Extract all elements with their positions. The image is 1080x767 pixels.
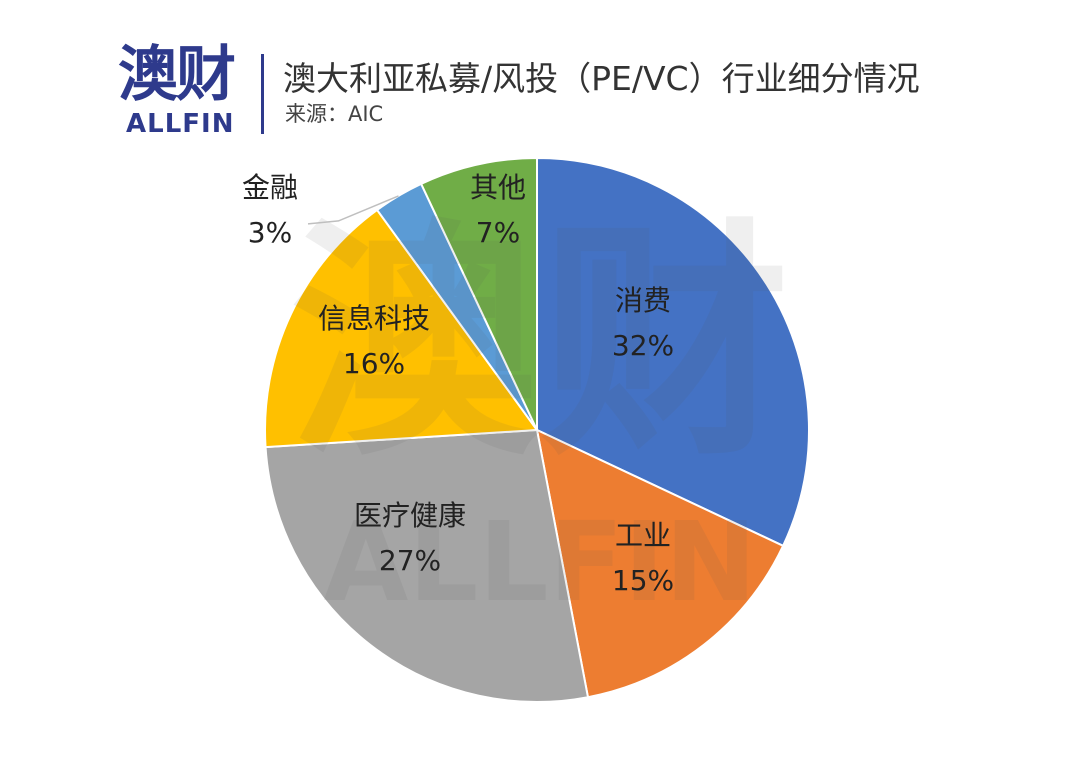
slice-value-label: 7% bbox=[476, 216, 520, 249]
slice-category-label: 医疗健康 bbox=[354, 499, 466, 532]
watermark-en: ALLFIN bbox=[323, 498, 756, 626]
header-divider bbox=[261, 54, 264, 134]
slice-value-label: 27% bbox=[379, 544, 441, 577]
allfin-logo-cn: 澳财 bbox=[118, 40, 236, 110]
allfin-watermark: 澳财 ALLFIN bbox=[290, 198, 790, 626]
pie-slices bbox=[264, 156, 810, 703]
chart-source: 来源：AIC bbox=[285, 102, 384, 126]
pie-slice bbox=[264, 428, 590, 703]
pie-slice bbox=[535, 428, 785, 699]
slice-value-label: 15% bbox=[612, 564, 674, 597]
slice-value-label: 32% bbox=[612, 329, 674, 362]
pie-slice bbox=[264, 208, 539, 449]
pie-slice bbox=[536, 156, 810, 548]
slice-category-label: 信息科技 bbox=[318, 302, 430, 335]
chart-header: 澳财 ALLFIN 澳大利亚私募/风投（PE/VC）行业细分情况 来源：AIC bbox=[0, 0, 1080, 140]
watermark-cn: 澳财 bbox=[290, 198, 790, 489]
pie-labels: 消费 32% 工业 15% 医疗健康 27% 信息科技 16% 金融 3% 其他 7% bbox=[242, 171, 674, 597]
chart-title: 澳大利亚私募/风投（PE/VC）行业细分情况 bbox=[283, 59, 920, 98]
slice-category-label: 消费 bbox=[615, 284, 671, 317]
slice-category-label: 其他 bbox=[470, 171, 526, 204]
leader-line bbox=[307, 195, 399, 225]
slice-category-label: 工业 bbox=[615, 519, 671, 552]
allfin-logo-en: ALLFIN bbox=[126, 109, 235, 139]
pie-slice bbox=[419, 156, 538, 431]
slice-category-label: 金融 bbox=[242, 171, 298, 204]
slice-value-label: 16% bbox=[343, 347, 405, 380]
slice-value-label: 3% bbox=[248, 216, 292, 249]
